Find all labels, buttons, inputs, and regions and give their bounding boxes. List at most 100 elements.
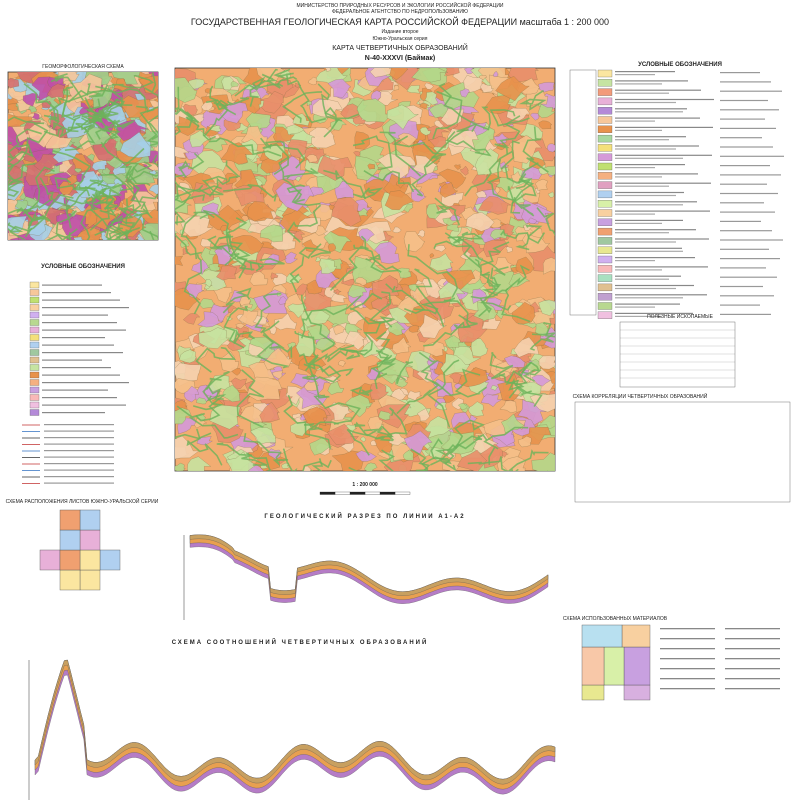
valley bbox=[9, 194, 74, 240]
legend-text-line bbox=[615, 157, 683, 159]
legend-text-line bbox=[42, 389, 108, 391]
geologic-unit bbox=[367, 163, 376, 170]
valley bbox=[208, 160, 241, 197]
valley bbox=[262, 334, 293, 358]
legend-swatch bbox=[597, 302, 613, 310]
geologic-unit bbox=[475, 148, 502, 176]
legend-text-line bbox=[615, 111, 683, 113]
geologic-unit bbox=[175, 146, 190, 159]
geologic-unit bbox=[475, 190, 487, 199]
legend-text-line bbox=[615, 154, 712, 156]
valley bbox=[365, 253, 402, 273]
geologic-unit bbox=[356, 221, 392, 245]
geologic-unit bbox=[459, 88, 470, 98]
geologic-unit bbox=[175, 407, 192, 425]
legend-text-line bbox=[615, 145, 699, 147]
legend-swatch bbox=[29, 364, 40, 371]
geologic-unit bbox=[327, 243, 337, 253]
valley bbox=[239, 257, 285, 271]
legend-swatch bbox=[29, 379, 40, 386]
legend-text-line bbox=[615, 306, 655, 308]
geologic-unit bbox=[376, 91, 398, 106]
valley bbox=[500, 151, 533, 190]
legend-text-line bbox=[42, 314, 108, 316]
ministry: МИНИСТЕРСТВО ПРИРОДНЫХ РЕСУРСОВ И ЭКОЛОГ… bbox=[296, 1, 503, 9]
geologic-unit bbox=[241, 125, 268, 146]
material-area bbox=[581, 646, 605, 686]
valley bbox=[249, 73, 278, 107]
valley bbox=[126, 161, 153, 190]
legend-swatch bbox=[597, 134, 613, 143]
legend-text-line bbox=[725, 688, 780, 690]
geologic-unit bbox=[406, 85, 421, 94]
geologic-unit bbox=[179, 349, 197, 364]
geologic-unit bbox=[438, 168, 467, 189]
legend-text-line bbox=[615, 80, 688, 82]
valley bbox=[175, 432, 212, 440]
valley bbox=[396, 361, 413, 384]
geologic-unit bbox=[270, 272, 279, 280]
profile-layer bbox=[34, 659, 556, 790]
legend-text-line bbox=[615, 182, 711, 184]
legend-text-line bbox=[720, 137, 762, 139]
geologic-unit bbox=[230, 377, 247, 390]
valley bbox=[117, 203, 150, 230]
valley bbox=[499, 374, 532, 396]
legend-text-line bbox=[720, 109, 779, 111]
geologic-unit bbox=[199, 298, 215, 309]
legend-text-line bbox=[42, 292, 111, 294]
legend-swatch bbox=[597, 172, 613, 180]
sheet-cell bbox=[79, 509, 101, 531]
geologic-unit bbox=[22, 93, 40, 107]
valley bbox=[80, 196, 99, 240]
legend-swatch bbox=[29, 304, 40, 311]
legend-swatch bbox=[597, 265, 613, 273]
legend-swatch bbox=[597, 79, 613, 87]
geologic-unit bbox=[412, 155, 439, 175]
section-profile bbox=[183, 534, 549, 620]
legend-text-line bbox=[615, 148, 676, 150]
geologic-unit bbox=[392, 336, 412, 354]
geologic-unit bbox=[460, 165, 469, 176]
geologic-unit bbox=[542, 257, 555, 275]
legend-text-line bbox=[42, 374, 120, 376]
valley bbox=[8, 122, 49, 181]
legend-text-line bbox=[720, 155, 784, 157]
legend-text-line bbox=[720, 81, 771, 83]
geologic-unit bbox=[490, 385, 499, 391]
valley bbox=[427, 359, 460, 428]
legend-text-line bbox=[725, 658, 780, 660]
valley bbox=[92, 188, 123, 205]
valley bbox=[109, 119, 135, 130]
legend-swatch bbox=[597, 293, 613, 301]
valley bbox=[407, 244, 459, 298]
valley bbox=[483, 426, 529, 465]
legend-text-line bbox=[660, 658, 715, 660]
legend-text-line bbox=[720, 258, 780, 260]
geologic-unit bbox=[148, 184, 158, 195]
legend-text-line bbox=[720, 267, 766, 269]
valley bbox=[307, 354, 330, 399]
edition: Издание второе bbox=[381, 29, 418, 35]
legend-text-line bbox=[720, 239, 783, 241]
valley bbox=[65, 179, 104, 229]
valley bbox=[119, 147, 146, 210]
geologic-unit bbox=[253, 289, 291, 314]
valley bbox=[123, 198, 153, 219]
legend-swatch bbox=[597, 162, 613, 171]
minerals-title: ПОЛЕЗНЫЕ ИСКОПАЕМЫЕ bbox=[647, 314, 714, 320]
sheet-scheme-title: СХЕМА РАСПОЛОЖЕНИЯ ЛИСТОВ ЮЖНО-УРАЛЬСКОЙ… bbox=[6, 497, 159, 505]
relations-title: СХЕМА СООТНОШЕНИЙ ЧЕТВЕРТИЧНЫХ ОБРАЗОВАН… bbox=[172, 638, 429, 646]
valley bbox=[500, 229, 546, 244]
legend-text-line bbox=[615, 173, 698, 175]
geologic-unit bbox=[372, 275, 399, 300]
valley bbox=[464, 140, 520, 197]
valley bbox=[521, 361, 542, 383]
legend-swatch bbox=[29, 349, 40, 356]
profile-layer bbox=[34, 659, 556, 795]
geologic-unit bbox=[154, 97, 158, 103]
legend-text-line bbox=[615, 117, 700, 119]
geologic-unit bbox=[369, 68, 392, 78]
geologic-unit bbox=[175, 462, 186, 471]
valley bbox=[467, 456, 519, 471]
